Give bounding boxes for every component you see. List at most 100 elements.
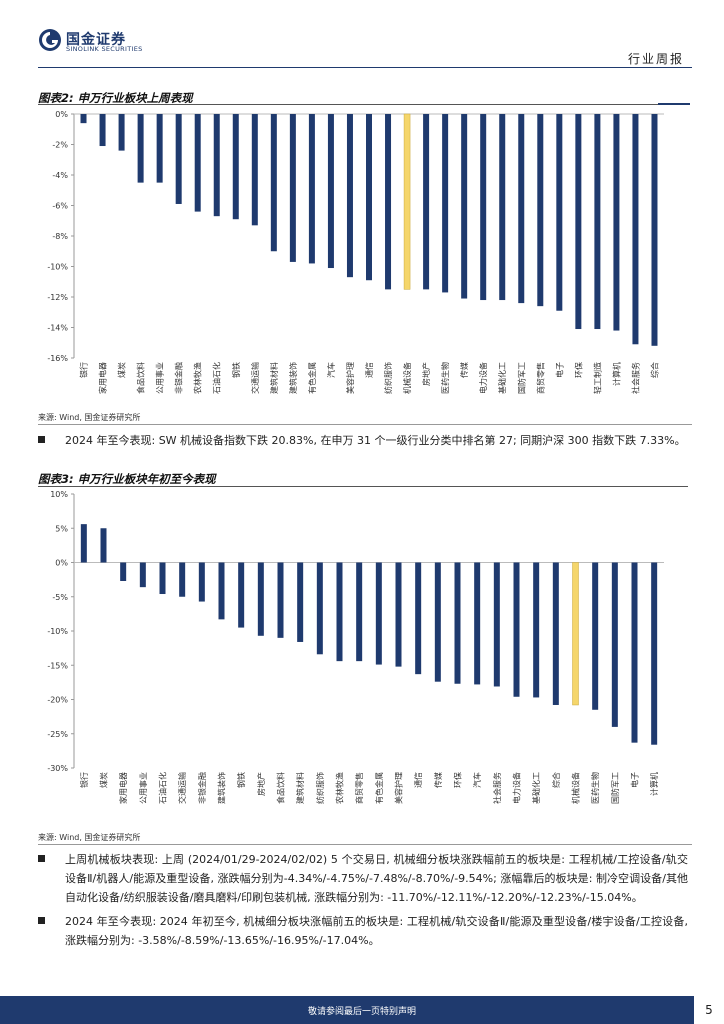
bar-交通运输	[179, 562, 186, 597]
logo-text-en: SINOLINK SECURITIES	[66, 45, 143, 53]
x-tick-label: 银行	[79, 362, 89, 378]
x-tick-label: 轻工制造	[592, 362, 602, 394]
bar-建筑材料	[297, 562, 304, 642]
x-tick-label: 公用事业	[138, 772, 148, 804]
bar-煤炭	[100, 528, 107, 563]
paragraph-text: 2024 年至今表现: 2024 年初至今, 机械细分板块涨幅前五的板块是: 工…	[65, 915, 688, 947]
bar-机械设备	[572, 562, 579, 706]
y-tick-label: 0%	[55, 110, 68, 119]
logo-text-cn: 国金证券	[66, 32, 126, 48]
x-tick-label: 钢铁	[236, 772, 246, 788]
figure3-source-rule	[38, 844, 692, 845]
bar-商贸零售	[537, 114, 544, 307]
bar-非银金融	[198, 562, 205, 602]
bar-通信	[415, 562, 422, 675]
page-number: 5	[694, 996, 724, 1024]
bullet-icon	[38, 436, 45, 443]
bar-钢铁	[232, 114, 239, 220]
y-tick-label: -14%	[47, 324, 68, 333]
bar-社会服务	[632, 114, 639, 345]
figure2-title-accent	[658, 103, 690, 105]
bar-医药生物	[442, 114, 449, 293]
y-tick-label: -10%	[47, 263, 68, 272]
bar-国防军工	[518, 114, 525, 304]
x-tick-label: 通信	[413, 772, 423, 788]
bar-建筑材料	[270, 114, 277, 252]
x-tick-label: 电子	[554, 362, 564, 378]
y-tick-label: -8%	[52, 232, 68, 241]
x-tick-label: 纺织服饰	[383, 362, 393, 394]
x-tick-label: 电子	[630, 772, 640, 788]
bar-电力设备	[480, 114, 487, 301]
bar-交通运输	[251, 114, 258, 226]
paragraph-ytd-sub: 2024 年至今表现: 2024 年初至今, 机械细分板块涨幅前五的板块是: 工…	[38, 912, 688, 950]
bar-家用电器	[99, 114, 106, 147]
paragraph-last-week-sub: 上周机械板块表现: 上周 (2024/01/29-2024/02/02) 5 个…	[38, 850, 688, 907]
x-tick-label: 商贸零售	[535, 362, 545, 394]
y-tick-label: -25%	[47, 730, 68, 739]
bar-商贸零售	[356, 562, 363, 662]
bar-石油石化	[213, 114, 220, 217]
y-tick-label: -6%	[52, 202, 68, 211]
bar-房地产	[423, 114, 430, 290]
bar-银行	[80, 114, 87, 124]
bar-基础化工	[533, 562, 540, 698]
bar-传媒	[434, 562, 441, 682]
bar-建筑装饰	[289, 114, 296, 262]
x-tick-label: 家用电器	[118, 772, 128, 804]
bar-汽车	[327, 114, 334, 269]
bar-汽车	[474, 562, 481, 685]
bar-环保	[575, 114, 582, 330]
x-tick-label: 石油石化	[212, 362, 222, 394]
x-tick-label: 家用电器	[98, 362, 108, 394]
x-tick-label: 公用事业	[155, 362, 165, 394]
x-tick-label: 传媒	[459, 362, 469, 378]
bar-公用事业	[139, 562, 146, 588]
bar-农林牧渔	[336, 562, 343, 662]
x-tick-label: 食品饮料	[136, 362, 146, 394]
x-tick-label: 环保	[573, 362, 583, 378]
x-tick-label: 煤炭	[117, 362, 127, 378]
x-tick-label: 机械设备	[571, 772, 581, 804]
header-divider	[38, 67, 692, 68]
bullet-icon	[38, 917, 45, 924]
x-tick-label: 非银金融	[197, 772, 207, 804]
x-tick-label: 商贸零售	[354, 772, 364, 804]
bar-有色金属	[308, 114, 315, 264]
y-tick-label: -30%	[47, 764, 68, 773]
bar-银行	[80, 524, 87, 563]
bar-医药生物	[592, 562, 599, 710]
x-tick-label: 社会服务	[492, 772, 502, 804]
figure3-chart: 10% 5% 0% -5% -10% -15% -20% -25% -30% 银行 煤炭 家用电器 公用…	[47, 490, 664, 804]
x-tick-label: 农林牧渔	[335, 772, 345, 804]
bar-电子	[556, 114, 563, 311]
figure2-chart: 0% -2% -4% -6% -8% -10% -12% -14% -16% 银行 家用电器 煤炭 食品…	[47, 110, 664, 394]
x-tick-label: 社会服务	[630, 362, 640, 394]
y-tick-label: -10%	[47, 627, 68, 636]
bar-传媒	[461, 114, 468, 299]
x-tick-label: 银行	[79, 772, 89, 788]
x-tick-label: 有色金属	[307, 362, 317, 394]
figure2-title-rule	[38, 104, 658, 105]
report-type: 行业周报	[627, 52, 684, 66]
y-tick-label: -2%	[52, 141, 68, 150]
y-tick-label: 5%	[55, 524, 68, 533]
paragraph-text: 2024 年至今表现: SW 机械设备指数下跌 20.83%, 在申万 31 个…	[65, 434, 686, 447]
x-tick-label: 建筑装饰	[217, 772, 227, 804]
x-tick-label: 纺织服饰	[315, 772, 325, 804]
x-tick-label: 计算机	[611, 362, 621, 386]
x-tick-label: 交通运输	[177, 772, 187, 804]
bar-环保	[454, 562, 461, 684]
x-tick-label: 食品饮料	[276, 772, 286, 804]
x-tick-label: 交通运输	[250, 362, 260, 394]
bar-房地产	[257, 562, 264, 636]
bar-电子	[631, 562, 638, 743]
y-tick-label: -5%	[52, 593, 68, 602]
figure3-title-rule	[38, 486, 688, 487]
x-tick-label: 环保	[453, 772, 463, 788]
logo-icon	[39, 29, 61, 51]
bar-食品饮料	[277, 562, 284, 638]
x-tick-label: 美容护理	[345, 362, 355, 394]
bar-基础化工	[499, 114, 506, 301]
bar-综合	[552, 562, 559, 705]
